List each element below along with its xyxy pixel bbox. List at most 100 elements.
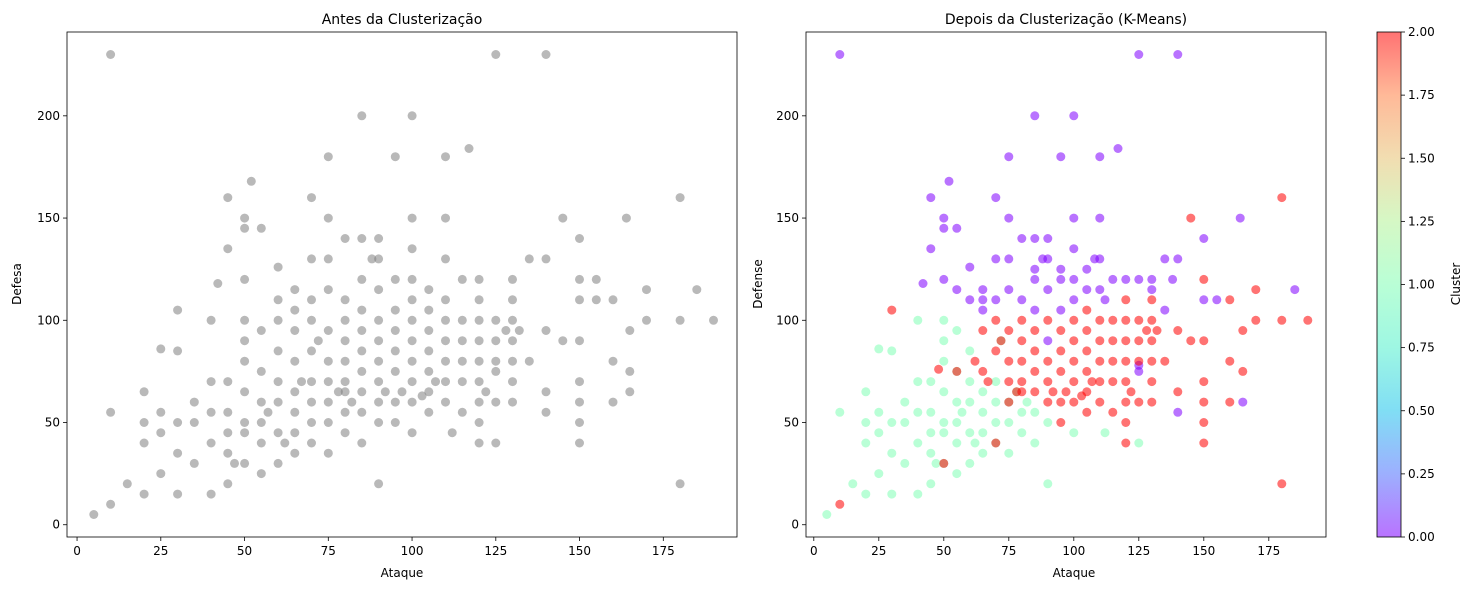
data-point bbox=[1121, 377, 1131, 387]
x-tick-label: 0 bbox=[810, 544, 818, 558]
data-point bbox=[939, 336, 949, 346]
data-point bbox=[675, 193, 685, 203]
data-point bbox=[1017, 377, 1027, 387]
data-point bbox=[1004, 377, 1014, 387]
data-point bbox=[1030, 264, 1040, 274]
data-point bbox=[944, 176, 954, 186]
data-point bbox=[926, 407, 936, 417]
data-point bbox=[1238, 326, 1248, 335]
x-tick-label: 175 bbox=[1257, 544, 1280, 558]
data-point bbox=[952, 397, 962, 407]
x-axis-label: Ataque bbox=[381, 566, 424, 580]
data-point bbox=[952, 285, 962, 295]
data-point bbox=[491, 356, 501, 366]
data-point bbox=[978, 448, 988, 458]
data-point bbox=[926, 377, 936, 387]
data-point bbox=[965, 262, 975, 272]
data-point bbox=[1186, 336, 1196, 346]
data-point bbox=[441, 397, 450, 407]
data-point bbox=[407, 213, 417, 223]
data-point bbox=[1056, 152, 1066, 162]
data-point bbox=[156, 428, 166, 438]
data-point bbox=[608, 397, 618, 407]
x-axis-ticks: 0 25 50 75 100 125 150 175 bbox=[810, 537, 1280, 558]
data-point bbox=[357, 274, 367, 284]
data-point bbox=[1056, 274, 1066, 284]
data-point bbox=[978, 428, 988, 438]
data-point bbox=[307, 295, 316, 305]
data-point bbox=[1147, 285, 1157, 295]
data-point bbox=[307, 418, 316, 427]
data-point bbox=[1030, 407, 1040, 417]
data-point bbox=[835, 407, 845, 417]
data-point bbox=[347, 397, 357, 407]
data-point bbox=[340, 295, 350, 305]
data-point bbox=[213, 279, 223, 288]
data-point bbox=[1121, 336, 1131, 346]
data-point bbox=[290, 448, 300, 458]
data-point bbox=[323, 285, 333, 295]
data-point bbox=[307, 438, 316, 448]
data-point bbox=[374, 234, 384, 243]
data-point bbox=[1147, 397, 1157, 407]
data-point bbox=[1043, 285, 1053, 295]
data-point bbox=[491, 50, 501, 59]
data-point bbox=[991, 438, 1001, 448]
data-point bbox=[323, 213, 333, 223]
data-point bbox=[1069, 397, 1079, 407]
data-point bbox=[1225, 295, 1235, 305]
data-point bbox=[861, 489, 871, 499]
data-point bbox=[952, 418, 962, 427]
data-point bbox=[323, 254, 333, 264]
data-point bbox=[625, 366, 635, 376]
data-point bbox=[273, 346, 283, 356]
data-point bbox=[1095, 254, 1105, 264]
chart-title: Antes da Clusterização bbox=[322, 12, 483, 28]
x-tick-label: 75 bbox=[1001, 544, 1016, 558]
data-point bbox=[1043, 336, 1053, 346]
data-point bbox=[106, 499, 116, 509]
data-point bbox=[1134, 336, 1144, 346]
data-point bbox=[223, 428, 233, 438]
data-point bbox=[926, 479, 936, 489]
data-point bbox=[508, 356, 517, 366]
data-point bbox=[357, 407, 367, 417]
data-point bbox=[1147, 356, 1157, 366]
data-point bbox=[541, 50, 551, 59]
data-point bbox=[558, 213, 568, 223]
data-point bbox=[1108, 274, 1118, 284]
data-point bbox=[156, 469, 166, 479]
data-point bbox=[1121, 356, 1131, 366]
data-point bbox=[441, 356, 450, 366]
data-point bbox=[441, 254, 450, 264]
data-point bbox=[139, 438, 149, 448]
data-point bbox=[1061, 387, 1071, 397]
data-point bbox=[1082, 387, 1092, 397]
y-tick-label: 50 bbox=[45, 416, 60, 430]
data-point bbox=[1004, 213, 1014, 223]
data-point bbox=[952, 223, 962, 233]
data-point bbox=[230, 458, 239, 468]
data-point bbox=[280, 438, 290, 448]
data-point bbox=[256, 223, 266, 233]
data-point bbox=[1100, 295, 1110, 305]
data-point bbox=[1173, 387, 1183, 397]
data-point bbox=[1069, 295, 1079, 305]
data-point bbox=[1030, 111, 1040, 121]
data-point bbox=[1199, 336, 1209, 346]
data-point bbox=[1142, 326, 1152, 335]
data-point bbox=[1069, 356, 1079, 366]
data-point bbox=[89, 510, 99, 519]
data-point bbox=[491, 315, 501, 325]
data-point bbox=[374, 356, 384, 366]
data-point bbox=[307, 346, 316, 356]
data-point bbox=[508, 315, 517, 325]
data-point bbox=[887, 448, 897, 458]
data-point bbox=[965, 346, 975, 356]
data-point bbox=[240, 213, 250, 223]
x-tick-label: 75 bbox=[321, 544, 336, 558]
data-point bbox=[1168, 274, 1178, 284]
data-point bbox=[874, 428, 884, 438]
data-point bbox=[978, 285, 988, 295]
data-point bbox=[965, 397, 975, 407]
